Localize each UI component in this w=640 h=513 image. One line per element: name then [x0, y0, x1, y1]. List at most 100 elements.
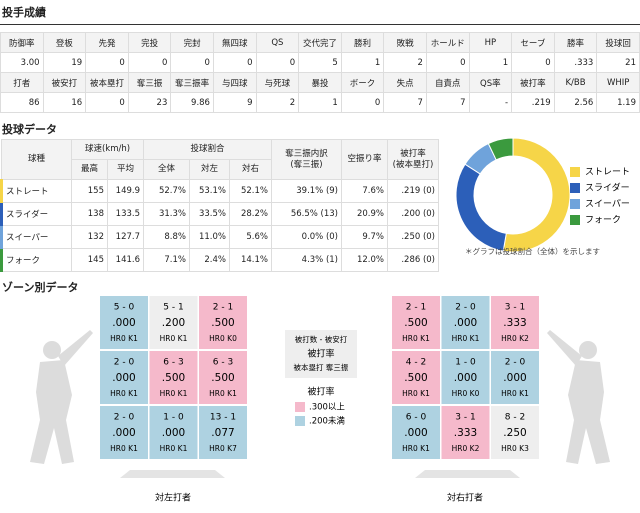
zone-avg: .250 — [503, 427, 526, 439]
zone-cell — [392, 351, 440, 404]
stat-header: 自責点 — [425, 72, 470, 93]
zone-detail: HR0 K1 — [110, 444, 138, 453]
stat-header: 奪三振 — [127, 72, 172, 93]
zone-avg: .000 — [503, 372, 526, 384]
pitch-value: 145 — [71, 248, 108, 272]
pitching-table: 防御率 登板 先発 完投 完封 無四球 QS 交代完了 勝利 敗戦 ホールド HP セーブ 勝率 投球回 3.… — [0, 32, 640, 113]
zone-avg: .500 — [162, 372, 185, 384]
zone-cell — [149, 406, 198, 459]
zone-avg: .500 — [211, 372, 234, 384]
legend-label: スライダー — [585, 182, 630, 194]
stat-header: 無四球 — [212, 32, 257, 53]
zone-cell — [441, 351, 490, 404]
stat-header: 打者 — [0, 72, 44, 93]
zone-avg: .000 — [112, 372, 135, 384]
pitch-value: 5.6% — [229, 225, 272, 249]
header: 球種 — [1, 139, 72, 180]
stat-header: K/BB — [553, 72, 598, 93]
zone-avg: .500 — [211, 317, 234, 329]
zone-cell — [392, 296, 440, 349]
zone-count: 3 - 1 — [455, 413, 475, 423]
pitch-value: .219 (0) — [387, 179, 439, 203]
zone-avg: .500 — [404, 372, 427, 384]
zone-cell — [491, 351, 539, 404]
key-label: .300以上 — [309, 403, 345, 413]
stat-header: 登板 — [42, 32, 87, 53]
table-row: 86 16 0 23 9.86 9 2 1 0 7 7- .219 2.56 1.19 — [0, 92, 640, 113]
zone-avg: .000 — [112, 427, 135, 439]
stat-value: 9 — [212, 92, 257, 113]
header: 対右 — [229, 159, 272, 180]
zone-count: 5 - 1 — [163, 303, 183, 313]
header: 奪三振内訳 (奪三振) — [271, 139, 342, 180]
header-row: 最高 平均 全体 対左 対右 — [2, 159, 439, 180]
zone-avg: .000 — [404, 427, 427, 439]
header-line: 被打率 — [400, 148, 426, 159]
zone-count: 2 - 0 — [505, 358, 526, 368]
stat-header: 与死球 — [255, 72, 300, 93]
legend-swatch — [570, 199, 580, 209]
stat-header: 先発 — [85, 32, 129, 53]
pitch-value: 14.1% — [229, 248, 272, 272]
pitch-value: 31.3% — [143, 202, 190, 226]
zone-detail: HR0 K1 — [160, 334, 188, 343]
zone-count: 3 - 1 — [505, 303, 525, 313]
zone-avg: .000 — [162, 427, 185, 439]
zone-count: 2 - 1 — [213, 303, 233, 313]
zone-detail: HR0 K2 — [501, 334, 529, 343]
zone-detail: HR0 K1 — [402, 444, 430, 453]
table-row: 打者 被安打 被本塁打 奪三振 奪三振率 与四球 与死球 暴投 ボーク 失点 自責点 QS率 被打率 K/… — [0, 72, 640, 93]
pitch-value: 33.5% — [189, 202, 230, 226]
donut-segment — [502, 137, 571, 253]
stat-header: QS率 — [468, 72, 513, 93]
zone-count: 2 - 0 — [114, 413, 135, 423]
key-line: 被打率 — [307, 348, 334, 360]
legend-swatch — [570, 167, 580, 177]
legend-label: フォーク — [585, 215, 621, 226]
zone-cell — [149, 351, 198, 404]
zone-avg: .200 — [162, 317, 185, 329]
zone-count: 5 - 0 — [114, 303, 135, 313]
zone-cell — [491, 296, 539, 349]
zone-count: 2 - 0 — [455, 303, 476, 313]
zone-label: 対左打者 — [155, 492, 191, 504]
pitch-row: スライダー 138 133.5 31.3% 33.5% 28.2% 56.5% (13) 20… — [0, 202, 439, 226]
header: 平均 — [107, 159, 144, 180]
zone-count: 1 - 0 — [455, 358, 476, 368]
pitch-value: 28.2% — [229, 202, 272, 226]
stat-header: HP — [468, 32, 513, 53]
zone-detail: HR0 K1 — [209, 389, 237, 398]
zone-count: 2 - 1 — [406, 303, 426, 313]
legend-swatch — [570, 183, 580, 193]
zone-avg: .333 — [454, 427, 477, 439]
pitch-value: 52.7% — [143, 179, 190, 203]
zone-label: 対右打者 — [447, 492, 483, 504]
home-plate — [120, 470, 225, 478]
pitch-value: .286 (0) — [387, 248, 439, 272]
pitch-value: 8.8% — [143, 225, 190, 249]
donut-segment — [487, 137, 514, 161]
section-title: 投球データ — [2, 123, 57, 136]
zone-detail: HR0 K1 — [110, 389, 138, 398]
stat-value: 23 — [127, 92, 172, 113]
zone-detail: HR0 K1 — [402, 389, 430, 398]
zone-cell — [199, 351, 247, 404]
zone-detail: HR0 K1 — [452, 334, 480, 343]
header: 被打率 (被本塁打) — [387, 139, 439, 180]
key-line: 被本塁打 奪三振 — [294, 362, 349, 372]
stat-header: 勝利 — [340, 32, 385, 53]
zone-detail: HR0 K1 — [110, 334, 138, 343]
zone-count: 2 - 0 — [114, 358, 135, 368]
legend-swatch — [570, 215, 580, 225]
pitch-row: フォーク 145 141.6 7.1% 2.4% 14.1% 4.3% (1) 12.0% .2… — [0, 248, 439, 272]
stat-header: 完投 — [127, 32, 172, 53]
table-row: 3.00 19 0 0 0 0 0 5 1 2 0 1 0.333 21 — [0, 52, 640, 73]
stat-value: .219 — [511, 92, 555, 113]
header: 投球割合 — [143, 139, 272, 160]
zone-cell — [199, 296, 247, 349]
zone-cell — [100, 406, 148, 459]
home-plate — [415, 470, 520, 478]
